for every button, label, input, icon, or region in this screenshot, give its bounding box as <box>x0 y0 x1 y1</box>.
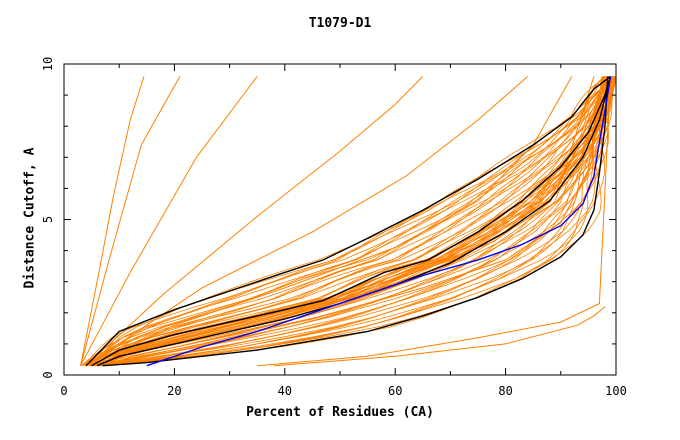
x-tick-label: 20 <box>167 384 181 398</box>
y-tick-label: 10 <box>41 57 55 71</box>
model-curve <box>99 76 605 367</box>
model-curve <box>92 76 607 367</box>
chart-title: T1079-D1 <box>308 16 372 31</box>
model-curve <box>83 76 616 367</box>
highlight-curve <box>146 76 612 367</box>
model-curve <box>86 76 611 367</box>
model-curve <box>96 76 603 367</box>
model-curve <box>90 76 605 366</box>
x-tick-label: 100 <box>605 384 627 398</box>
model-curve <box>85 76 424 367</box>
x-tick-label: 60 <box>388 384 402 398</box>
y-axis-label: Distance Cutoff, A <box>22 147 38 289</box>
model-curve <box>83 76 616 367</box>
model-curve <box>85 76 614 367</box>
model-curve <box>85 76 616 367</box>
model-curve <box>80 76 181 366</box>
model-curve <box>85 76 529 367</box>
y-tick-label: 0 <box>41 371 55 378</box>
reference-curves <box>85 75 612 367</box>
model-curve <box>82 76 612 366</box>
reference-curve <box>85 75 611 367</box>
x-axis-ticks: 0 20 40 60 80 100 <box>60 64 627 398</box>
reference-curve <box>91 76 612 367</box>
model-curve <box>257 76 611 367</box>
model-curve <box>92 76 614 367</box>
model-curve <box>80 76 616 367</box>
x-tick-label: 40 <box>278 384 292 398</box>
model-curve <box>80 76 258 366</box>
x-tick-label: 80 <box>498 384 512 398</box>
y-tick-label: 5 <box>41 216 55 223</box>
model-curve <box>98 76 606 367</box>
x-axis-label: Percent of Residues (CA) <box>246 405 434 420</box>
model-curve <box>96 76 612 367</box>
model-curve <box>106 76 609 367</box>
y-axis-ticks: 0 5 10 <box>41 57 616 379</box>
model-curve <box>80 76 145 366</box>
model-curve <box>273 306 606 367</box>
model-curve <box>88 76 608 367</box>
model-curve <box>84 76 608 366</box>
x-tick-label: 0 <box>60 384 67 398</box>
reference-curve <box>102 76 609 367</box>
model-curve <box>105 76 610 367</box>
model-curves <box>80 76 616 367</box>
model-curve <box>107 76 613 367</box>
model-curve <box>98 76 615 367</box>
